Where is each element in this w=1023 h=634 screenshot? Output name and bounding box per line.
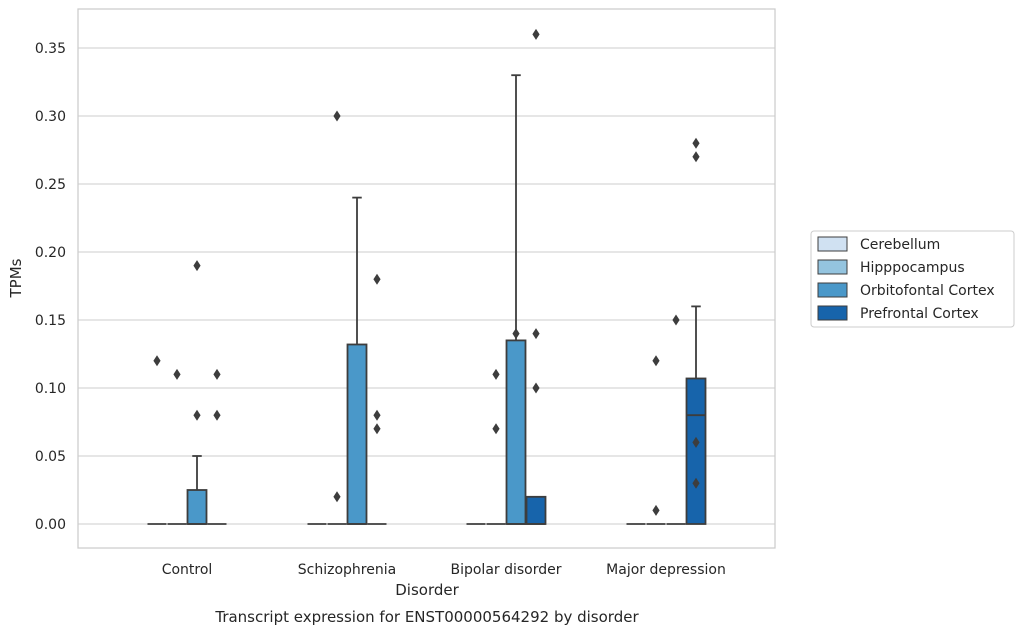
x-tick-label: Major depression bbox=[606, 562, 726, 578]
outlier-point bbox=[692, 436, 700, 448]
legend-swatch bbox=[817, 305, 848, 321]
y-tick-label: 0.25 bbox=[35, 177, 66, 193]
outlier-point bbox=[692, 151, 700, 163]
x-tick-label: Control bbox=[162, 562, 213, 578]
outlier-point bbox=[692, 137, 700, 149]
legend-label: Hipppocampus bbox=[860, 260, 965, 276]
outlier-point bbox=[193, 409, 201, 421]
y-tick-label: 0.35 bbox=[35, 41, 66, 57]
outlier-point bbox=[333, 110, 341, 122]
box-body bbox=[346, 343, 368, 525]
outlier-point bbox=[213, 368, 221, 380]
y-tick-label: 0.05 bbox=[35, 449, 66, 465]
outlier-point bbox=[692, 477, 700, 489]
box-series bbox=[147, 28, 707, 525]
x-axis-label: Disorder bbox=[395, 581, 459, 599]
legend-label: Prefrontal Cortex bbox=[860, 306, 979, 322]
outlier-point bbox=[532, 382, 540, 394]
chart-caption: Transcript expression for ENST0000056429… bbox=[214, 608, 639, 626]
box-body bbox=[685, 377, 707, 525]
outlier-point bbox=[333, 491, 341, 503]
outlier-point bbox=[213, 409, 221, 421]
outlier-point bbox=[492, 368, 500, 380]
legend-frame bbox=[810, 230, 1015, 328]
outlier-point bbox=[373, 273, 381, 285]
box-body bbox=[186, 489, 208, 525]
outlier-point bbox=[532, 328, 540, 340]
outlier-point bbox=[373, 409, 381, 421]
x-tick-labels: Control Schizophrenia Bipolar disorder Majo… bbox=[162, 562, 726, 578]
y-tick-labels: 0.00 0.05 0.10 0.15 0.20 0.25 0.30 0.35 bbox=[35, 41, 66, 533]
outlier-point bbox=[652, 355, 660, 367]
outlier-point bbox=[153, 355, 161, 367]
legend-label: Cerebellum bbox=[860, 237, 940, 253]
outlier-point bbox=[512, 328, 520, 340]
legend-swatch bbox=[817, 236, 848, 252]
y-tick-label: 0.10 bbox=[35, 381, 66, 397]
x-tick-label: Bipolar disorder bbox=[450, 562, 561, 578]
box-body bbox=[505, 339, 527, 525]
outlier-point bbox=[652, 504, 660, 516]
box-body bbox=[525, 495, 547, 525]
legend-swatch bbox=[817, 259, 848, 275]
plot-area bbox=[77, 8, 776, 549]
y-tick-label: 0.15 bbox=[35, 313, 66, 329]
outlier-point bbox=[193, 260, 201, 272]
x-tick-label: Schizophrenia bbox=[298, 562, 396, 578]
legend: Cerebellum Hipppocampus Orbitofontal Corte… bbox=[810, 230, 1015, 328]
outlier-point bbox=[492, 423, 500, 435]
outlier-point bbox=[373, 423, 381, 435]
y-tick-label: 0.30 bbox=[35, 109, 66, 125]
outlier-point bbox=[173, 368, 181, 380]
legend-label: Orbitofontal Cortex bbox=[860, 283, 995, 299]
outlier-point bbox=[672, 314, 680, 326]
y-tick-label: 0.00 bbox=[35, 517, 66, 533]
y-axis-label: TPMs bbox=[7, 258, 25, 298]
legend-swatch bbox=[817, 282, 848, 298]
outlier-point bbox=[532, 28, 540, 40]
y-tick-label: 0.20 bbox=[35, 245, 66, 261]
